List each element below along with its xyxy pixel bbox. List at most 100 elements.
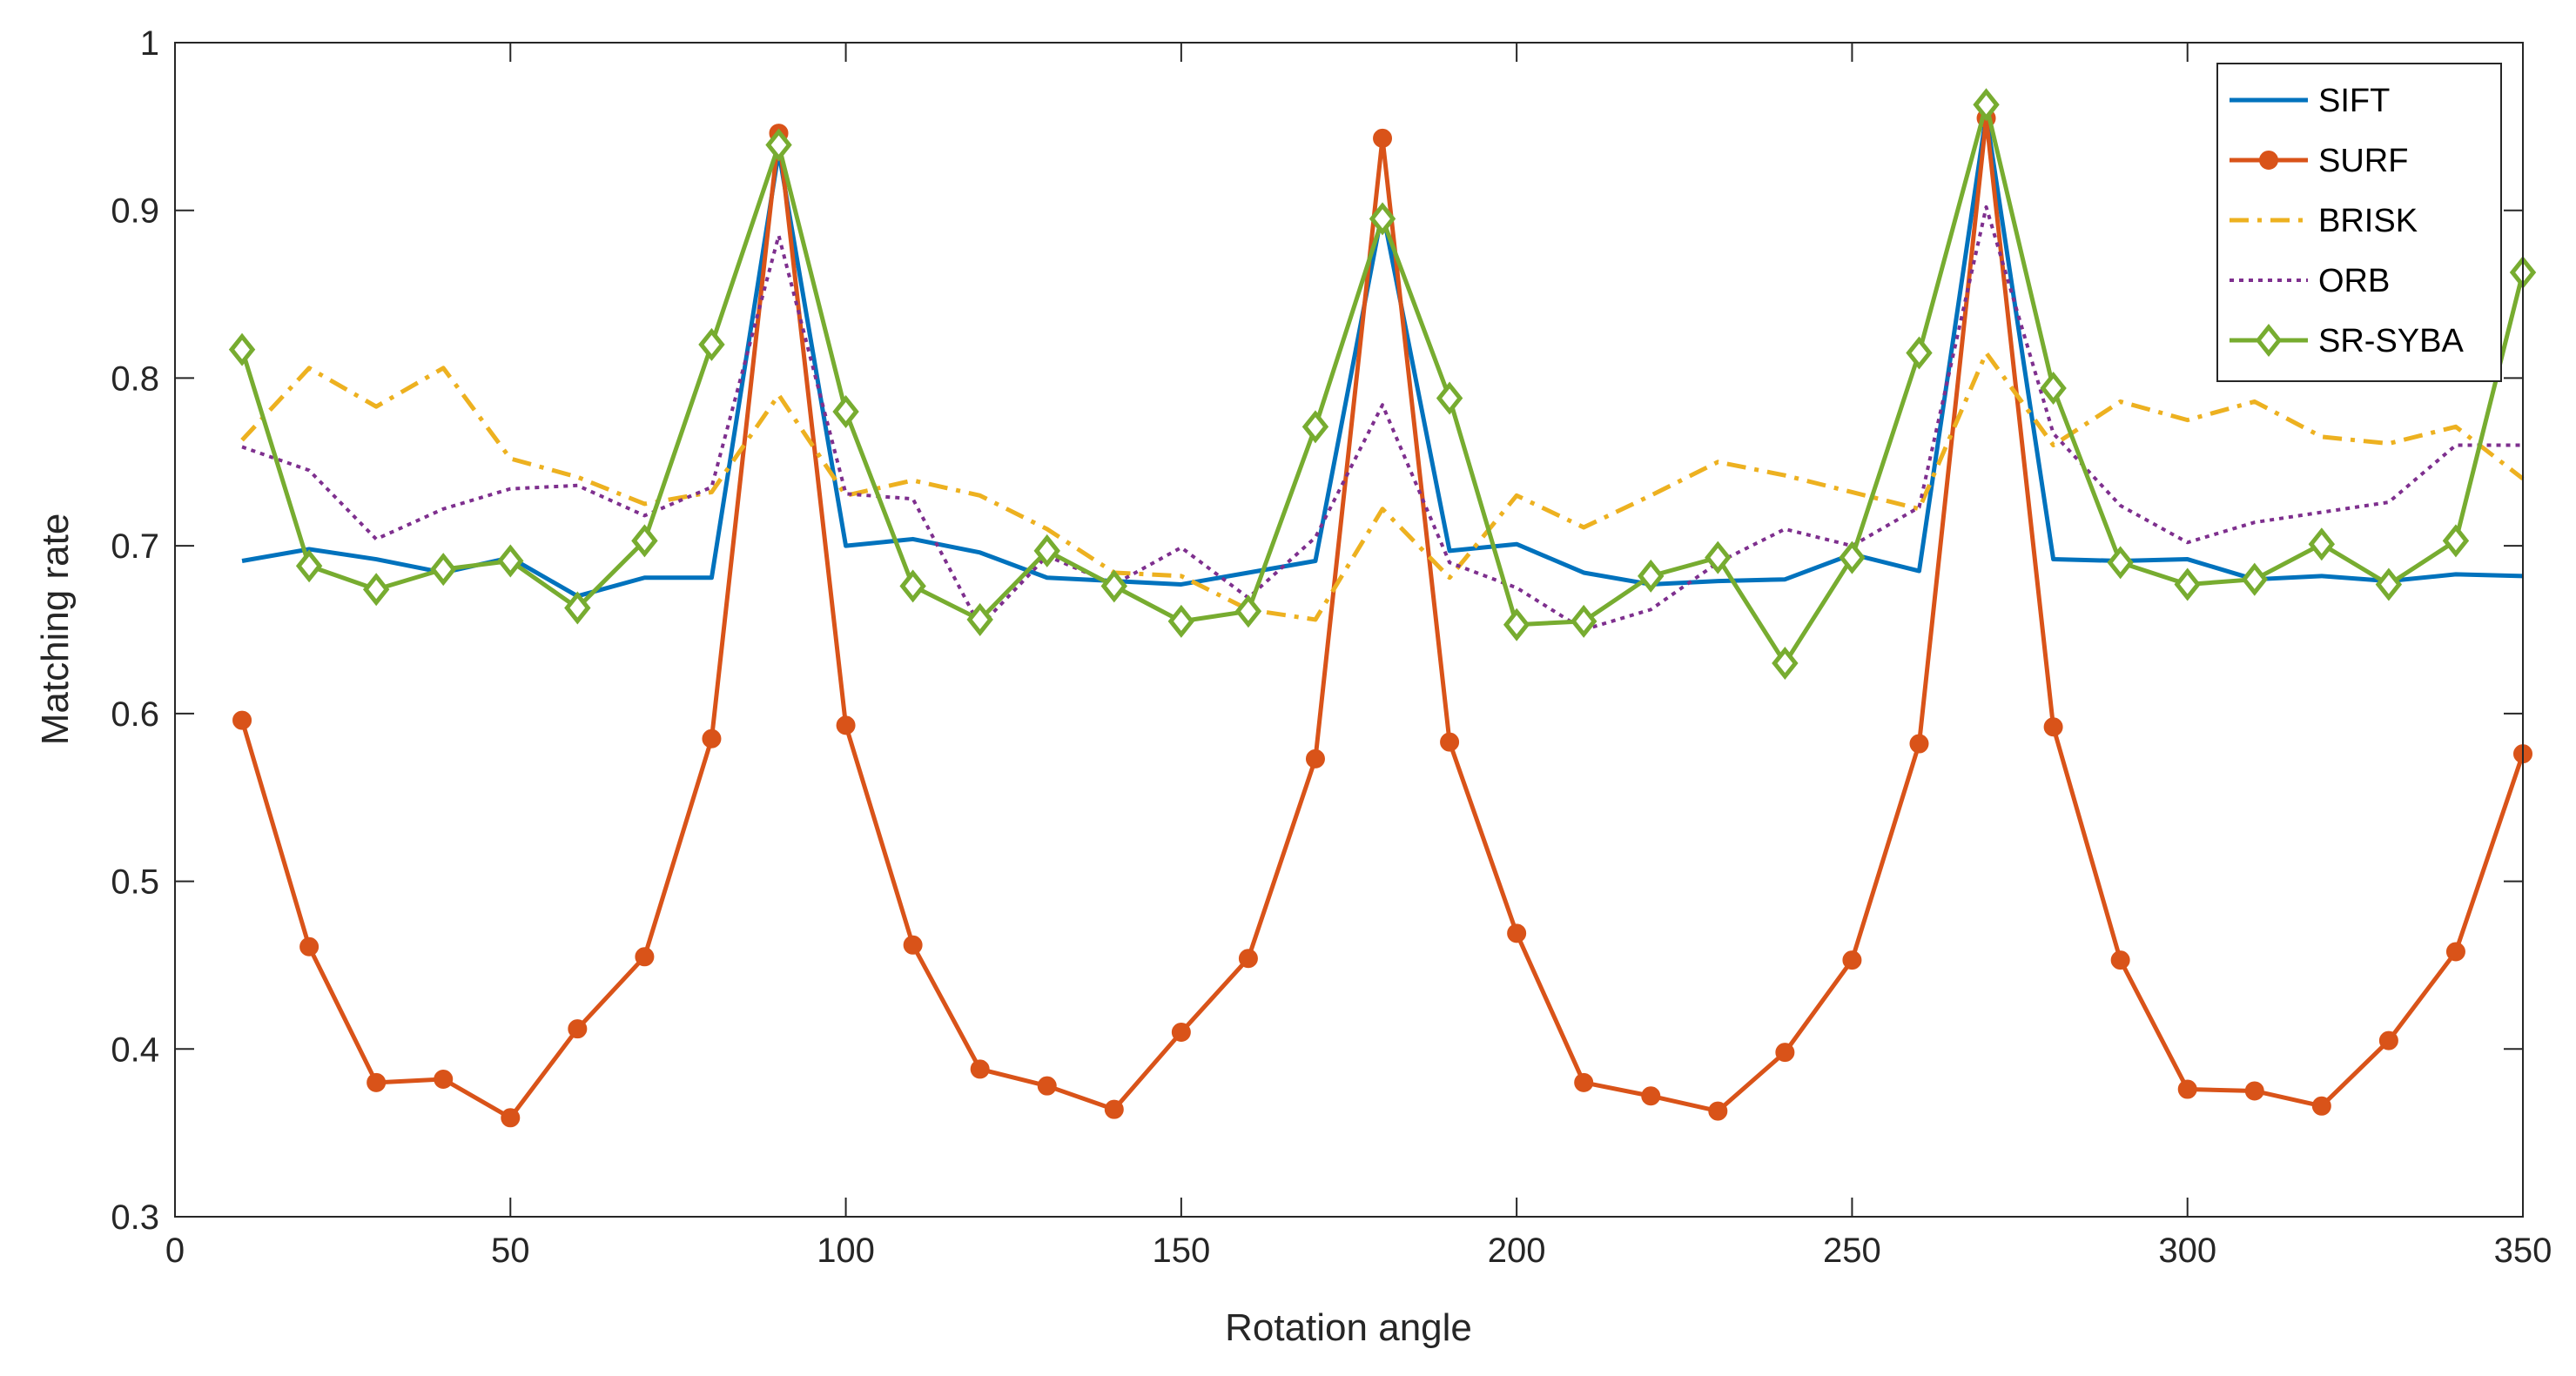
data-point-sr-syba	[1369, 202, 1396, 236]
data-point-surf	[970, 1059, 990, 1079]
data-point-surf	[232, 710, 252, 730]
data-point-surf	[2378, 1030, 2398, 1050]
x-tick-label: 100	[817, 1232, 875, 1270]
data-point-surf	[1842, 950, 1862, 970]
series-line-brisk	[240, 351, 2525, 622]
series-sr-syba	[228, 88, 2537, 681]
data-point-surf	[2110, 950, 2130, 970]
x-tick-label: 200	[1488, 1232, 1546, 1270]
data-point-sr-syba	[1167, 604, 1195, 638]
data-point-sr-syba	[430, 553, 457, 587]
data-point-sr-syba	[765, 128, 792, 162]
data-point-sr-syba	[631, 524, 658, 558]
x-tick-label: 0	[165, 1232, 185, 1270]
y-axis-title: Matching rate	[34, 513, 77, 746]
data-point-sr-syba	[1772, 647, 1799, 681]
data-point-surf	[1373, 128, 1393, 148]
x-tick-label: 350	[2494, 1232, 2552, 1270]
data-point-sr-syba	[2174, 567, 2201, 601]
data-point-sr-syba	[564, 591, 591, 625]
data-point-surf	[1708, 1101, 1728, 1121]
data-point-sr-syba	[497, 544, 524, 578]
y-axis: 0.3 0.4 0.5 0.6 0.7 0.8 0.9 1	[111, 24, 2523, 1237]
data-point-surf	[1574, 1072, 1594, 1092]
data-point-surf	[1440, 732, 1460, 752]
y-tick-label: 0.5	[111, 863, 159, 902]
series-brisk	[240, 351, 2525, 622]
data-point-sr-syba	[1839, 540, 1866, 574]
data-point-surf	[434, 1069, 454, 1089]
x-tick-label: 250	[1823, 1232, 1881, 1270]
data-point-surf	[568, 1019, 588, 1039]
y-tick-label: 0.3	[111, 1198, 159, 1237]
data-point-sr-syba	[1705, 540, 1732, 574]
y-tick-label: 0.6	[111, 695, 159, 734]
data-point-sr-syba	[2241, 562, 2268, 596]
legend-label: SR-SYBA	[2318, 323, 2464, 359]
y-tick-label: 0.7	[111, 527, 159, 566]
y-tick-label: 0.4	[111, 1030, 159, 1069]
data-point-sr-syba	[2375, 567, 2403, 601]
data-point-surf	[1909, 734, 1929, 754]
data-point-sr-syba	[2040, 371, 2067, 405]
data-point-sr-syba	[1033, 534, 1060, 567]
y-tick-label: 0.8	[111, 359, 159, 398]
data-point-surf	[2244, 1081, 2264, 1101]
data-point-surf	[367, 1072, 387, 1092]
axes-frame	[174, 42, 2524, 1218]
data-point-sr-syba	[2442, 524, 2470, 558]
data-point-surf	[1775, 1043, 1795, 1063]
legend-entry-orb: ORB	[2230, 263, 2390, 299]
data-point-surf	[702, 728, 722, 748]
data-point-surf	[1171, 1023, 1191, 1043]
series-surf	[232, 108, 2532, 1128]
x-tick-label: 150	[1152, 1232, 1210, 1270]
data-point-surf	[2311, 1096, 2331, 1116]
data-point-surf	[1641, 1086, 1661, 1106]
data-point-sr-syba	[1973, 88, 2000, 122]
data-point-surf	[299, 936, 319, 956]
data-point-sr-syba	[1301, 410, 1329, 444]
x-tick-label: 300	[2158, 1232, 2216, 1270]
data-point-sr-syba	[698, 327, 725, 361]
data-point-sr-syba	[228, 332, 256, 366]
data-point-sr-syba	[1100, 569, 1128, 603]
data-point-sr-syba	[1503, 607, 1530, 641]
data-point-sr-syba	[2107, 546, 2134, 580]
data-point-sr-syba	[1234, 594, 1262, 628]
legend-entry-brisk: BRISK	[2230, 203, 2418, 239]
data-point-surf	[1507, 923, 1527, 943]
y-tick-label: 1	[140, 24, 159, 63]
data-point-sr-syba	[295, 549, 323, 583]
data-point-sr-syba	[899, 569, 926, 603]
data-point-sr-syba	[1570, 604, 1597, 638]
data-point-surf	[2177, 1079, 2197, 1099]
data-point-sr-syba	[362, 573, 390, 607]
y-tick-label: 0.9	[111, 192, 159, 231]
data-point-surf	[2445, 942, 2465, 962]
x-axis-title: Rotation angle	[1225, 1306, 1472, 1349]
legend-marker	[2255, 323, 2283, 358]
data-point-sr-syba	[1638, 559, 1665, 593]
series-layer	[228, 88, 2537, 1128]
x-tick-label: 50	[491, 1232, 530, 1270]
series-line-orb	[241, 205, 2523, 632]
legend-label: SIFT	[2318, 83, 2390, 119]
data-point-sr-syba	[1906, 336, 1933, 370]
data-point-surf	[1104, 1099, 1124, 1119]
legend-entry-sr-syba: SR-SYBA	[2230, 323, 2464, 359]
data-point-surf	[2043, 717, 2063, 737]
legend-label: ORB	[2318, 263, 2390, 299]
data-point-surf	[903, 935, 923, 955]
data-point-surf	[836, 715, 856, 735]
plot-area	[175, 43, 2523, 1217]
x-axis: 0 50 100 150 200 250 300 350	[165, 43, 2552, 1270]
data-point-sr-syba	[2308, 527, 2336, 561]
data-point-sr-syba	[832, 394, 859, 428]
data-point-sr-syba	[966, 602, 993, 636]
data-point-surf	[1238, 949, 1258, 969]
legend-box	[2216, 63, 2502, 382]
legend-marker	[2259, 151, 2278, 170]
legend-label: BRISK	[2318, 203, 2418, 239]
